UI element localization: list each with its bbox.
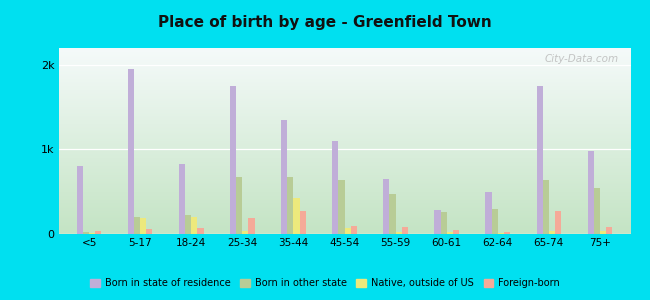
Legend: Born in state of residence, Born in other state, Native, outside of US, Foreign-: Born in state of residence, Born in othe… xyxy=(86,274,564,292)
Bar xyxy=(134,217,140,234)
Bar xyxy=(281,120,287,234)
Bar xyxy=(504,232,510,234)
Bar xyxy=(198,228,203,234)
Bar xyxy=(555,211,561,234)
Bar xyxy=(332,141,339,234)
Bar xyxy=(83,232,89,234)
Bar xyxy=(453,230,459,234)
Text: Place of birth by age - Greenfield Town: Place of birth by age - Greenfield Town xyxy=(158,15,492,30)
Bar xyxy=(606,227,612,234)
Bar xyxy=(543,180,549,234)
Bar xyxy=(389,194,396,234)
Bar xyxy=(146,229,153,234)
Bar xyxy=(441,212,447,234)
Bar xyxy=(185,215,191,234)
Bar xyxy=(300,211,306,234)
Bar xyxy=(128,69,134,234)
Bar xyxy=(402,227,408,234)
Bar xyxy=(77,167,83,234)
Bar xyxy=(230,86,236,234)
Bar xyxy=(588,151,593,234)
Bar xyxy=(384,179,389,234)
Bar xyxy=(140,218,146,234)
Bar xyxy=(486,192,491,234)
Bar xyxy=(593,188,600,234)
Bar xyxy=(339,180,345,234)
Bar xyxy=(434,210,441,234)
Bar xyxy=(491,209,498,234)
Bar xyxy=(600,231,606,234)
Text: City-Data.com: City-Data.com xyxy=(545,54,619,64)
Bar xyxy=(242,231,248,234)
Bar xyxy=(549,231,555,234)
Bar xyxy=(350,226,357,234)
Bar xyxy=(89,233,96,234)
Bar xyxy=(287,176,293,234)
Bar xyxy=(293,199,300,234)
Bar xyxy=(179,164,185,234)
Bar xyxy=(344,228,350,234)
Bar xyxy=(536,86,543,234)
Bar xyxy=(236,176,242,234)
Bar xyxy=(447,232,453,234)
Bar xyxy=(498,233,504,234)
Bar xyxy=(248,218,255,234)
Bar xyxy=(191,217,198,234)
Bar xyxy=(96,232,101,234)
Bar xyxy=(396,232,402,234)
